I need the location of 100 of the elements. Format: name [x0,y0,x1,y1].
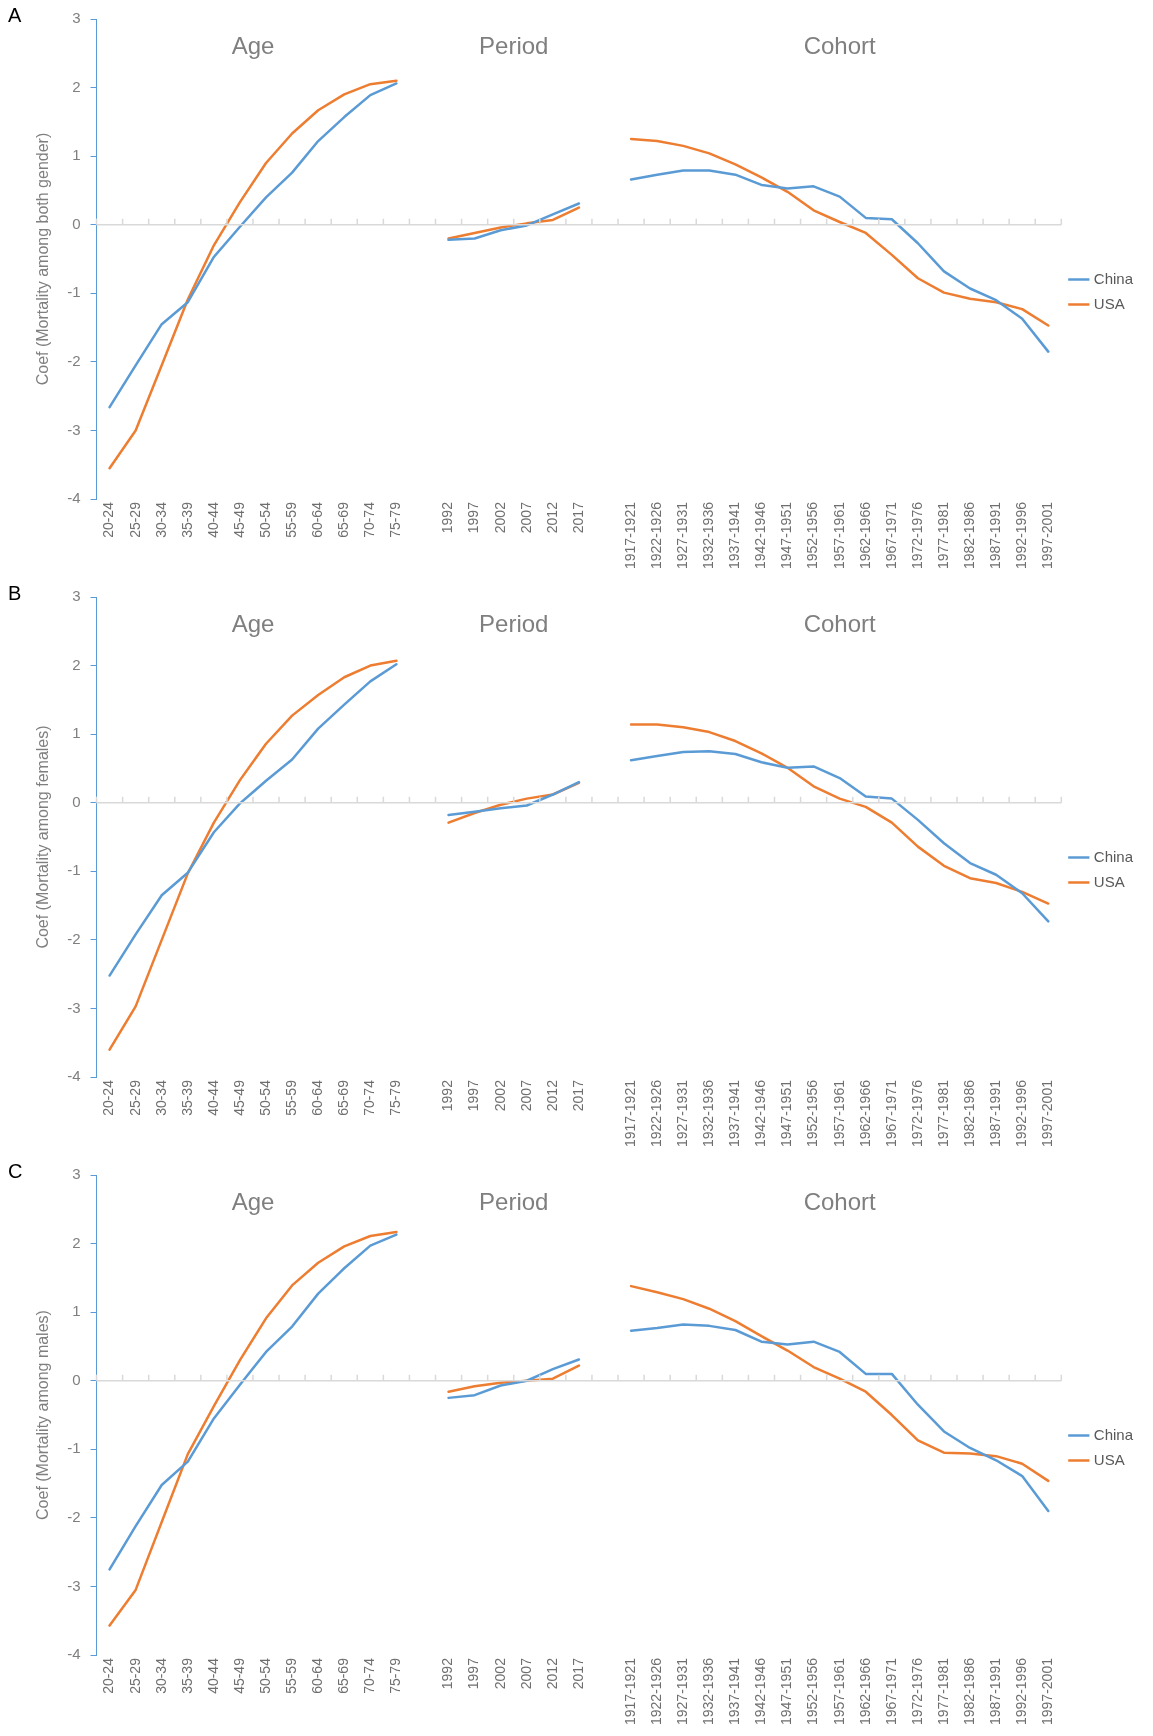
x-tick-label: 75-79 [387,501,404,538]
x-tick-label: 1967-1971 [882,1657,899,1725]
x-tick-label: 55-59 [282,1079,299,1116]
x-tick-label: 1967-1971 [882,501,899,569]
x-tick-label: 70-74 [361,1657,378,1694]
y-tick-label: -3 [67,420,81,438]
y-tick-label: 0 [72,792,81,810]
legend-label: China [1093,1425,1134,1443]
y-tick-label: -1 [67,283,81,301]
x-tick-label: 25-29 [126,501,143,538]
x-tick-label: 25-29 [126,1657,143,1694]
y-tick-label: -3 [67,998,81,1016]
x-tick-label: 45-49 [230,501,247,538]
x-tick-label: 70-74 [361,1079,378,1116]
x-tick-label: 1922-1926 [648,501,665,569]
x-tick-label: 35-39 [178,1657,195,1694]
y-tick-label: 1 [72,146,81,164]
x-tick-label: 1992 [439,1657,456,1690]
y-tick-label: 1 [72,724,81,742]
x-tick-label: 55-59 [282,501,299,538]
x-tick-label: 1917-1921 [621,1657,638,1725]
x-tick-label: 2007 [517,501,534,534]
annotation: Cohort [803,1187,877,1215]
y-axis-title: Coef (Mortality among males) [34,1310,52,1520]
x-tick-label: 75-79 [387,1657,404,1694]
y-tick-label: -4 [67,1645,81,1663]
annotation: Cohort [803,31,877,59]
x-tick-label: 40-44 [204,501,221,538]
x-tick-label: 1997 [465,1079,482,1112]
y-tick-label: -3 [67,1576,81,1594]
annotation: Age [231,31,275,59]
legend-label: China [1093,269,1134,287]
x-tick-label: 1922-1926 [648,1079,665,1147]
x-tick-label: 1977-1981 [934,1079,951,1147]
y-tick-label: -2 [67,1508,81,1526]
y-tick-label: -4 [67,1067,81,1085]
x-tick-label: 1927-1931 [674,1657,691,1725]
x-tick-label: 1982-1986 [960,1079,977,1147]
x-tick-label: 1997-2001 [1039,1079,1056,1147]
annotation: Period [479,1187,549,1215]
x-tick-label: 1997-2001 [1039,1657,1056,1725]
x-tick-label: 1927-1931 [674,1079,691,1147]
x-tick-label: 1922-1926 [648,1657,665,1725]
x-tick-label: 1917-1921 [621,1079,638,1147]
x-tick-label: 55-59 [282,1657,299,1694]
y-tick-label: 0 [72,1370,81,1388]
x-tick-label: 35-39 [178,1079,195,1116]
x-tick-label: 60-64 [309,501,326,538]
x-tick-label: 1977-1981 [934,501,951,569]
x-tick-label: 1992-1996 [1013,1657,1030,1725]
x-tick-label: 1932-1936 [700,1657,717,1725]
x-tick-label: 65-69 [335,1657,352,1694]
x-tick-label: 2012 [543,1079,560,1112]
y-tick-label: 2 [72,655,81,673]
x-tick-label: 40-44 [204,1079,221,1116]
x-tick-label: 30-34 [152,1657,169,1694]
x-tick-label: 1982-1986 [960,501,977,569]
x-tick-label: 30-34 [152,1079,169,1116]
x-tick-label: 45-49 [230,1657,247,1694]
x-tick-label: 1977-1981 [934,1657,951,1725]
x-tick-label: 25-29 [126,1079,143,1116]
x-tick-label: 1927-1931 [674,501,691,569]
x-tick-label: 1962-1966 [856,1079,873,1147]
legend-label: USA [1093,872,1125,890]
x-tick-label: 1962-1966 [856,1657,873,1725]
x-tick-label: 1942-1946 [752,501,769,569]
x-tick-label: 30-34 [152,501,169,538]
x-tick-label: 1997-2001 [1039,501,1056,569]
x-tick-label: 2012 [543,501,560,534]
x-tick-label: 50-54 [256,1079,273,1116]
chart-title: A [8,3,22,26]
legend-label: China [1093,847,1134,865]
y-tick-label: -2 [67,352,81,370]
x-tick-label: 1942-1946 [752,1657,769,1725]
y-axis-title: Coef (Mortality among both gender) [34,132,52,386]
y-tick-label: -1 [67,1439,81,1457]
x-tick-label: 1952-1956 [804,1079,821,1147]
y-tick-label: 1 [72,1302,81,1320]
x-tick-label: 1947-1951 [778,501,795,569]
x-tick-label: 1992 [439,501,456,534]
x-tick-label: 2017 [569,501,586,534]
x-tick-label: 2002 [491,1079,508,1112]
chart-title: B [8,581,22,604]
x-tick-label: 1932-1936 [700,501,717,569]
y-axis-title: Coef (Mortality among females) [34,725,52,949]
x-tick-label: 1967-1971 [882,1079,899,1147]
x-tick-label: 1937-1941 [726,1079,743,1147]
x-tick-label: 2002 [491,501,508,534]
annotation: Age [231,1187,275,1215]
y-tick-label: 3 [72,587,81,605]
y-tick-label: 0 [72,214,81,232]
x-tick-label: 1957-1961 [830,501,847,569]
x-tick-label: 1972-1976 [908,501,925,569]
x-tick-label: 20-24 [100,501,117,538]
annotation: Period [479,31,549,59]
x-tick-label: 50-54 [256,501,273,538]
annotation: Cohort [803,609,877,637]
x-tick-label: 2017 [569,1079,586,1112]
x-tick-label: 50-54 [256,1657,273,1694]
x-tick-label: 65-69 [335,501,352,538]
